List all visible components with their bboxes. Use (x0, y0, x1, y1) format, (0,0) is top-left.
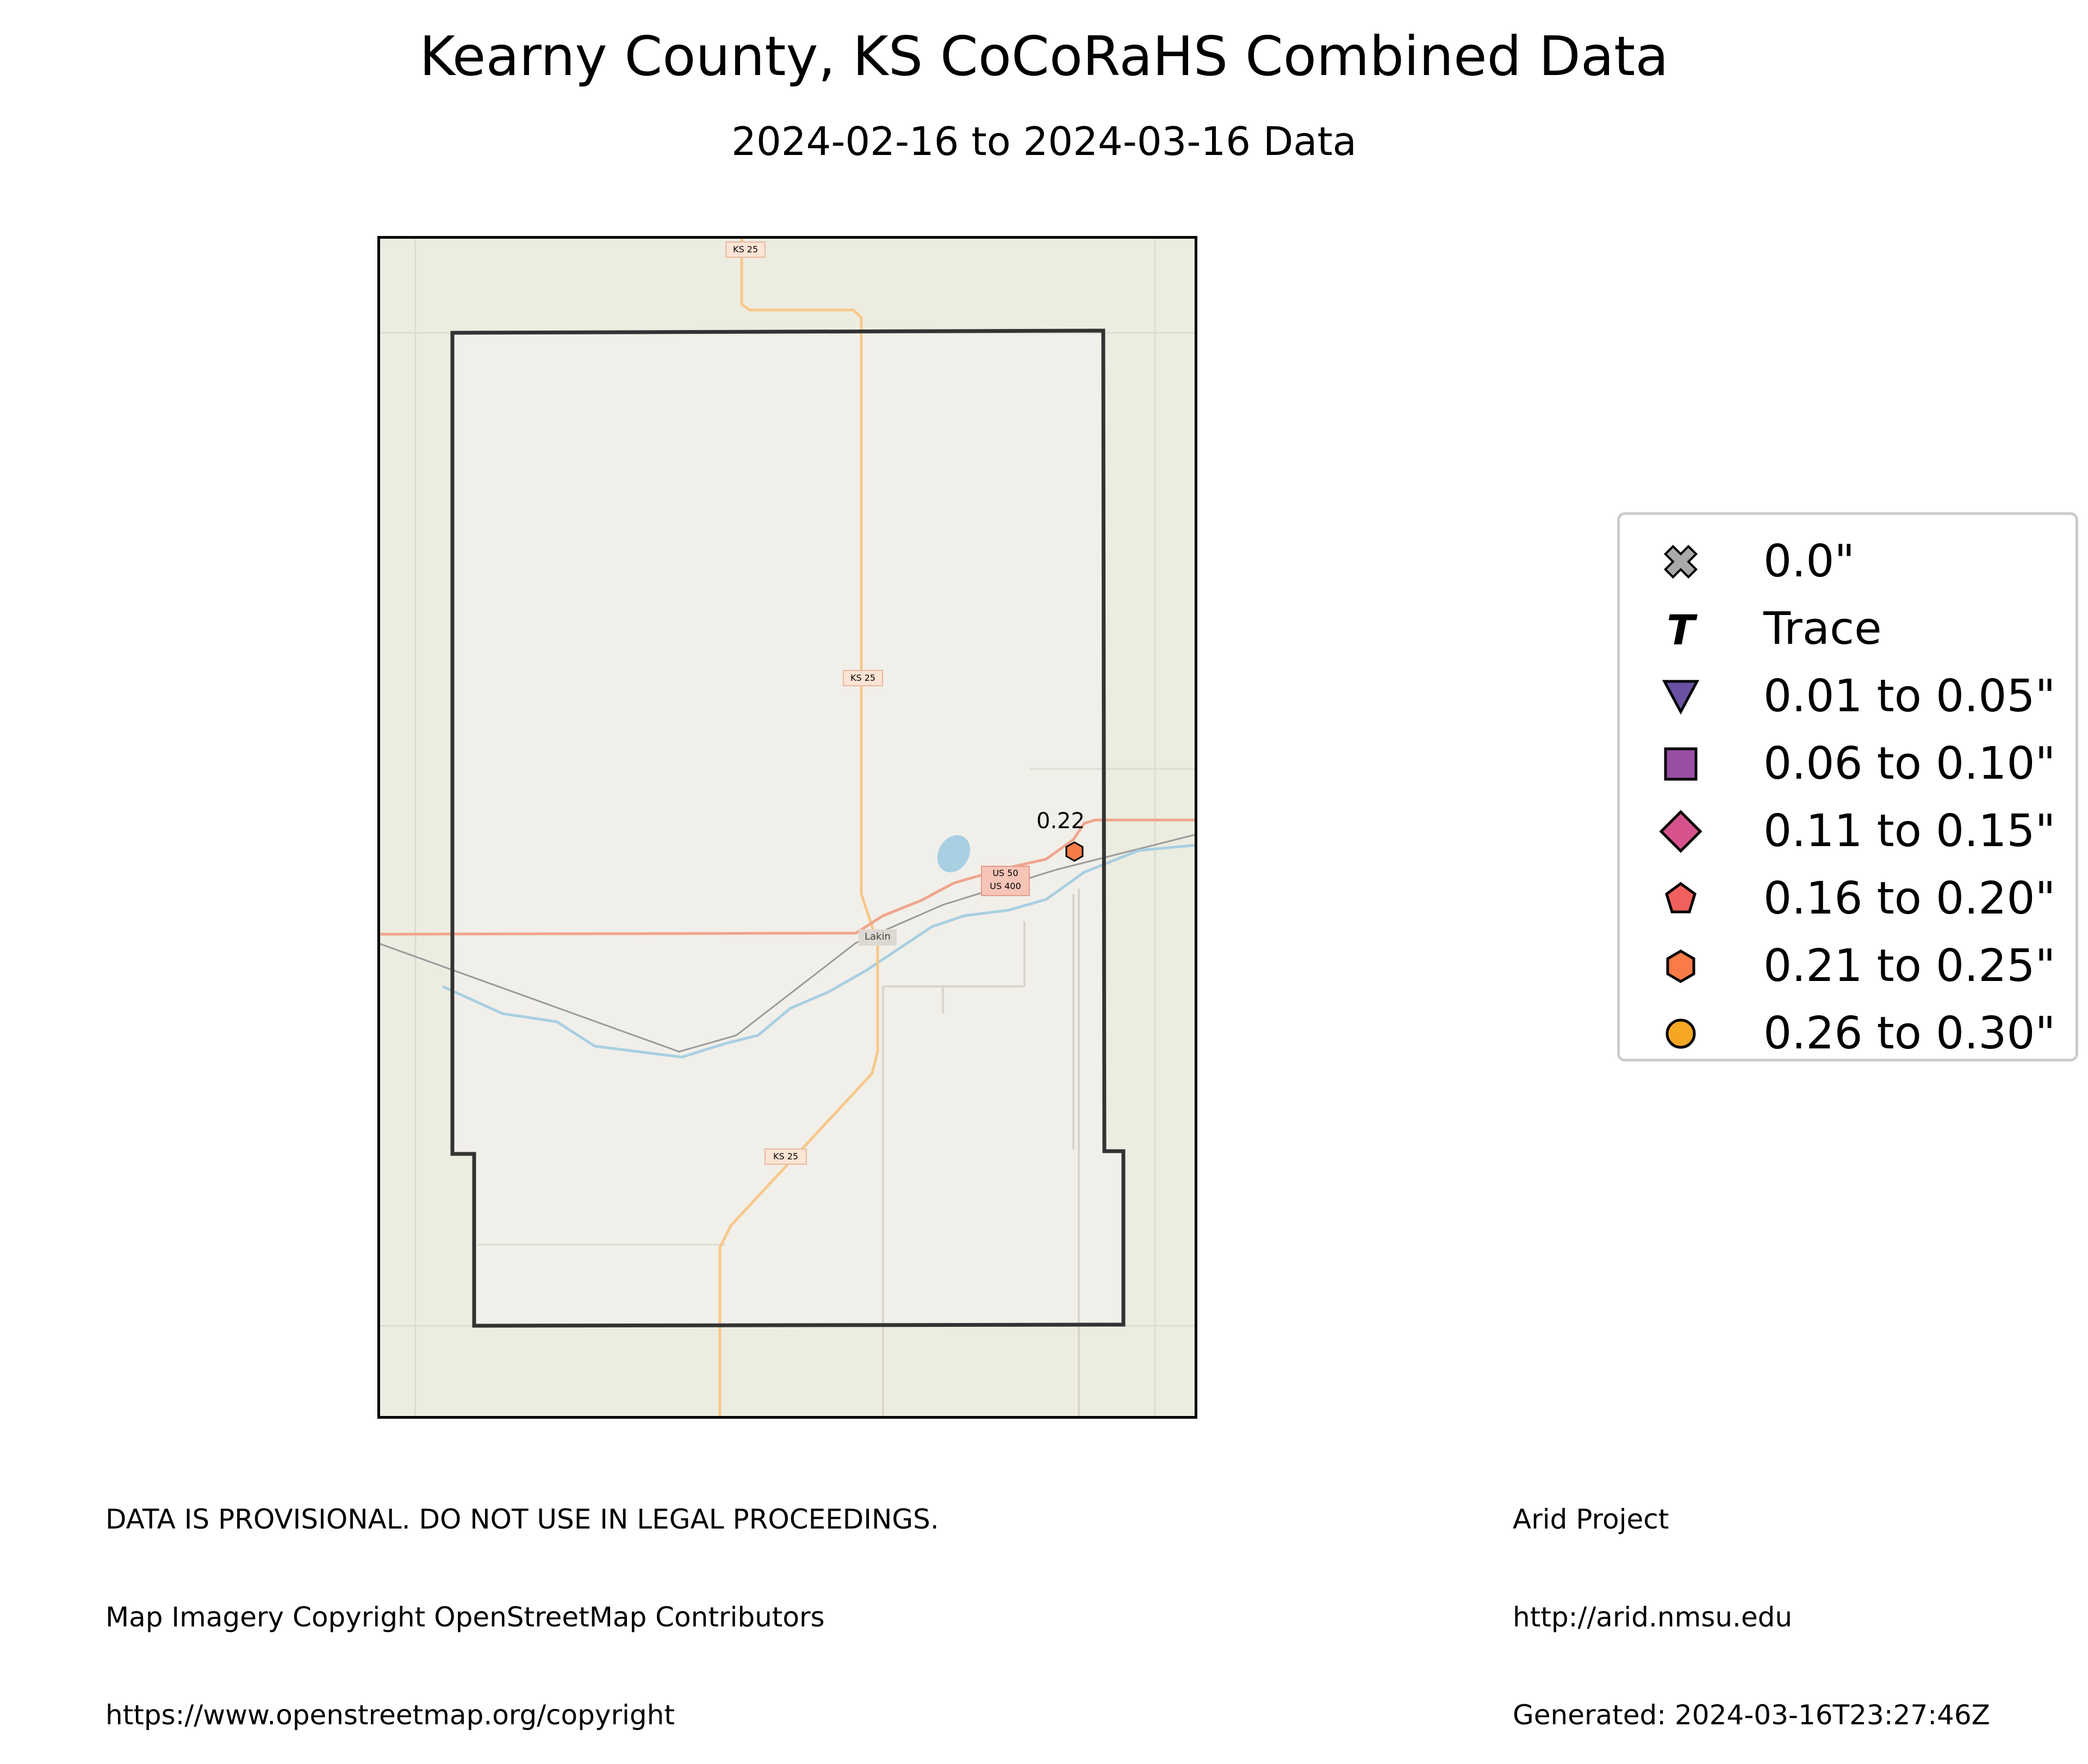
legend-item-4: 0.11 to 0.15" (1620, 798, 2075, 865)
legend-label: 0.21 to 0.25" (1763, 940, 2056, 992)
road-label-us400: US 400 (990, 881, 1021, 891)
county-border (450, 328, 1126, 1328)
map-title: Kearny County, KS CoCoRaHS Combined Data (419, 24, 1669, 88)
x-cross-icon (1663, 544, 1698, 579)
legend-item-2: 0.01 to 0.05" (1620, 663, 2075, 730)
legend-item-0: 0.0" (1620, 528, 2075, 595)
footer-disclaimer: DATA IS PROVISIONAL. DO NOT USE IN LEGAL… (105, 1438, 939, 1764)
legend-label: 0.16 to 0.20" (1763, 873, 2056, 924)
road-label-us50: US 50 (992, 868, 1018, 878)
map-panel[interactable]: KS 25 KS 25 KS 25 US 50 US 400 Lakin 0.2… (377, 236, 1197, 1419)
town-area (859, 929, 897, 946)
highway-ks25 (718, 236, 879, 1419)
road-label-ks25-south: KS 25 (765, 1148, 807, 1165)
circle-icon (1666, 1018, 1696, 1049)
diamond-icon (1659, 810, 1702, 853)
legend-label: Trace (1763, 603, 1882, 655)
map-subtitle: 2024-02-16 to 2024-03-16 Data (731, 119, 1357, 164)
legend-label: 0.01 to 0.05" (1763, 670, 2056, 722)
legend-item-3: 0.06 to 0.10" (1620, 730, 2075, 798)
basemap (377, 236, 1197, 1419)
local-roads (882, 889, 1080, 1419)
footer-line: Map Imagery Copyright OpenStreetMap Cont… (105, 1601, 825, 1633)
legend-label: 0.11 to 0.15" (1763, 805, 2056, 857)
hexagon-icon (1666, 949, 1695, 983)
station-value-label: 0.22 (1036, 809, 1085, 834)
legend-item-6: 0.21 to 0.25" (1620, 933, 2075, 1000)
footer-link[interactable]: https://www.openstreetmap.org/copyright (105, 1699, 675, 1731)
legend-item-7: 0.26 to 0.30" (1620, 1000, 2075, 1067)
place-label-lakin: Lakin (865, 931, 891, 942)
triangle-down-icon (1662, 680, 1700, 715)
road-label-us50-us400: US 50 US 400 (981, 866, 1030, 896)
road-label-ks25-mid: KS 25 (843, 670, 883, 686)
square-icon (1664, 747, 1698, 781)
trace-t-icon: T (1667, 607, 1698, 651)
station-marker-hexagon-icon[interactable] (1064, 841, 1085, 862)
pentagon-icon (1665, 881, 1696, 914)
legend-label: 0.0" (1763, 536, 1855, 587)
river (442, 843, 1197, 1059)
county-fill (452, 331, 1123, 1326)
footer-line: Generated: 2024-03-16T23:27:46Z (1513, 1699, 1990, 1731)
map-frame (377, 236, 1197, 1419)
lake (937, 835, 971, 873)
legend: 0.0" T Trace 0.01 to 0.05" 0.06 to 0.10"… (1617, 512, 2078, 1061)
footer-line: DATA IS PROVISIONAL. DO NOT USE IN LEGAL… (105, 1504, 939, 1535)
legend-item-1: T Trace (1620, 595, 2075, 663)
legend-label: 0.06 to 0.10" (1763, 738, 2056, 790)
footer-line: Arid Project (1513, 1504, 1669, 1535)
footer-credits: Arid Project http://arid.nmsu.edu Genera… (1513, 1438, 1990, 1764)
footer-link[interactable]: http://arid.nmsu.edu (1513, 1601, 1793, 1633)
legend-item-5: 0.16 to 0.20" (1620, 865, 2075, 933)
road-label-ks25-north: KS 25 (725, 241, 766, 258)
legend-label: 0.26 to 0.30" (1763, 1008, 2056, 1059)
svg-text:T: T (1667, 607, 1698, 651)
railroad (377, 833, 1197, 1053)
